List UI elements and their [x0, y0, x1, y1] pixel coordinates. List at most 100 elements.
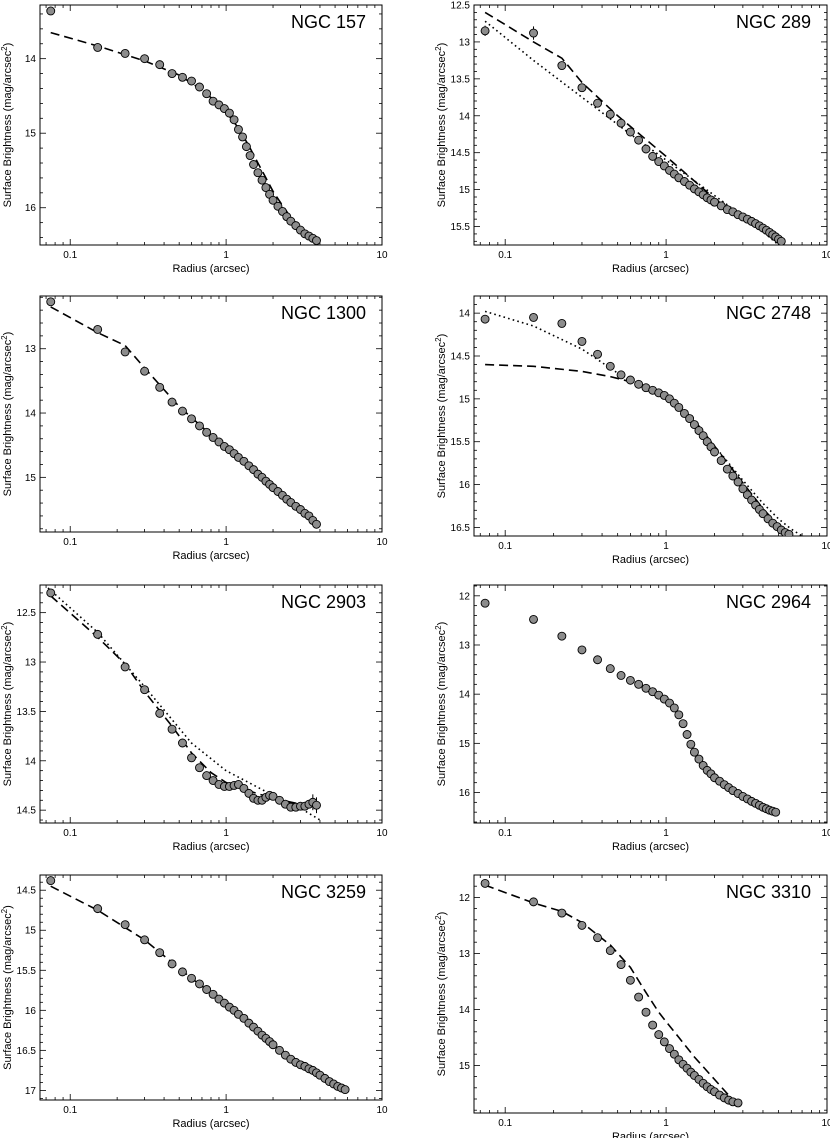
data-point [674, 402, 684, 412]
data-point [120, 48, 130, 58]
y-tick-label: 15 [459, 1061, 471, 1072]
data-point [46, 297, 56, 307]
dotted-model-line [484, 20, 780, 245]
data-point [140, 366, 150, 376]
x-axis-label: Radius (arcsec) [172, 1118, 249, 1130]
data-point [529, 28, 538, 38]
data-point [710, 197, 719, 207]
data-point [710, 447, 719, 457]
data-point [275, 1045, 284, 1055]
y-tick-label: 14.5 [17, 886, 37, 897]
plot-area [46, 297, 321, 529]
data-point [685, 414, 695, 424]
data-point [187, 973, 196, 983]
data-point [776, 236, 786, 245]
y-tick-label: 16 [25, 203, 37, 214]
y-tick-label: 14.5 [451, 148, 471, 159]
data-point [641, 1007, 651, 1017]
y-tick-label: 15 [459, 739, 471, 750]
data-point [605, 946, 615, 956]
plot-area [480, 11, 786, 245]
x-axis-label: Radius (arcsec) [612, 263, 689, 275]
panel-title: NGC 2903 [281, 592, 366, 612]
data-point [694, 754, 704, 764]
data-point [178, 72, 187, 82]
data-point [593, 349, 603, 359]
data-point [195, 979, 204, 989]
data-point [593, 655, 603, 665]
panel-title: NGC 2748 [726, 303, 811, 323]
data-point [241, 142, 251, 152]
y-tick-label: 14.5 [451, 352, 471, 363]
y-tick-label: 16 [459, 788, 471, 799]
data-point [557, 631, 567, 641]
data-point [202, 985, 212, 994]
data-point [577, 336, 587, 346]
x-tick-label: 0.1 [63, 1105, 77, 1116]
data-point [261, 183, 271, 193]
y-tick-label: 13 [459, 949, 471, 960]
data-point [529, 897, 538, 907]
data-point [480, 598, 490, 608]
x-tick-label: 1 [663, 250, 669, 261]
plot-frame [473, 874, 828, 1114]
y-tick-label: 15 [25, 473, 37, 484]
y-tick-label: 16.5 [451, 523, 471, 534]
data-point [155, 60, 165, 70]
x-tick-label: 0.1 [63, 537, 77, 548]
plot-frame [39, 874, 383, 1101]
data-point [312, 236, 321, 245]
data-point [733, 1098, 743, 1108]
data-point [577, 645, 587, 655]
chart-panel-ngc-3259: 0.1 1 10 14.5 15 15.5 16 16.5 17 Radius (arcsec) S… [0, 874, 388, 1130]
data-point [93, 629, 103, 639]
data-point [93, 904, 103, 914]
y-axis-label: Surface Brightness (mag/arcsec2) [0, 622, 14, 787]
x-tick-label: 1 [223, 250, 229, 261]
data-point [140, 935, 150, 945]
data-point [665, 1044, 674, 1054]
data-point [722, 464, 732, 474]
data-point [46, 876, 56, 886]
data-point [93, 43, 103, 52]
data-point [140, 54, 150, 64]
data-point [238, 132, 248, 142]
y-axis-label: Surface Brightness (mag/arcsec2) [0, 332, 14, 497]
y-tick-label: 14.5 [17, 806, 37, 817]
plot-frame [473, 4, 828, 246]
data-point [784, 529, 794, 536]
data-point [593, 933, 603, 943]
y-axis-label: Surface Brightness (mag/arcsec2) [434, 622, 449, 787]
data-point [728, 471, 738, 481]
data-point [195, 421, 204, 431]
x-tick-label: 10 [376, 1105, 388, 1116]
data-point [634, 992, 644, 1002]
panel-title: NGC 157 [291, 12, 366, 32]
data-point [689, 420, 699, 430]
data-point [340, 1085, 350, 1095]
data-point [557, 908, 567, 918]
data-point [679, 408, 689, 418]
data-point [733, 477, 743, 487]
data-point [616, 118, 626, 128]
data-point [738, 484, 748, 494]
x-tick-label: 10 [821, 1118, 830, 1129]
x-axis-label: Radius (arcsec) [612, 1131, 689, 1138]
x-tick-label: 10 [376, 537, 388, 548]
data-point [195, 763, 204, 773]
x-tick-label: 1 [663, 1118, 669, 1129]
data-point [234, 125, 243, 134]
plot-frame [473, 584, 828, 824]
plot-area [46, 876, 350, 1095]
data-point [616, 960, 626, 970]
x-tick-label: 10 [376, 828, 388, 839]
data-point [689, 747, 699, 757]
data-point [577, 920, 587, 930]
x-tick-label: 10 [376, 250, 388, 261]
data-point [480, 314, 490, 324]
plot-area [480, 598, 781, 817]
data-point [682, 730, 692, 739]
dashed-model-line [484, 11, 782, 242]
chart-panel-ngc-157: 0.1 1 10 14 15 16 Radius (arcsec) Surface Brigh… [0, 4, 388, 275]
y-tick-label: 13 [459, 37, 471, 48]
